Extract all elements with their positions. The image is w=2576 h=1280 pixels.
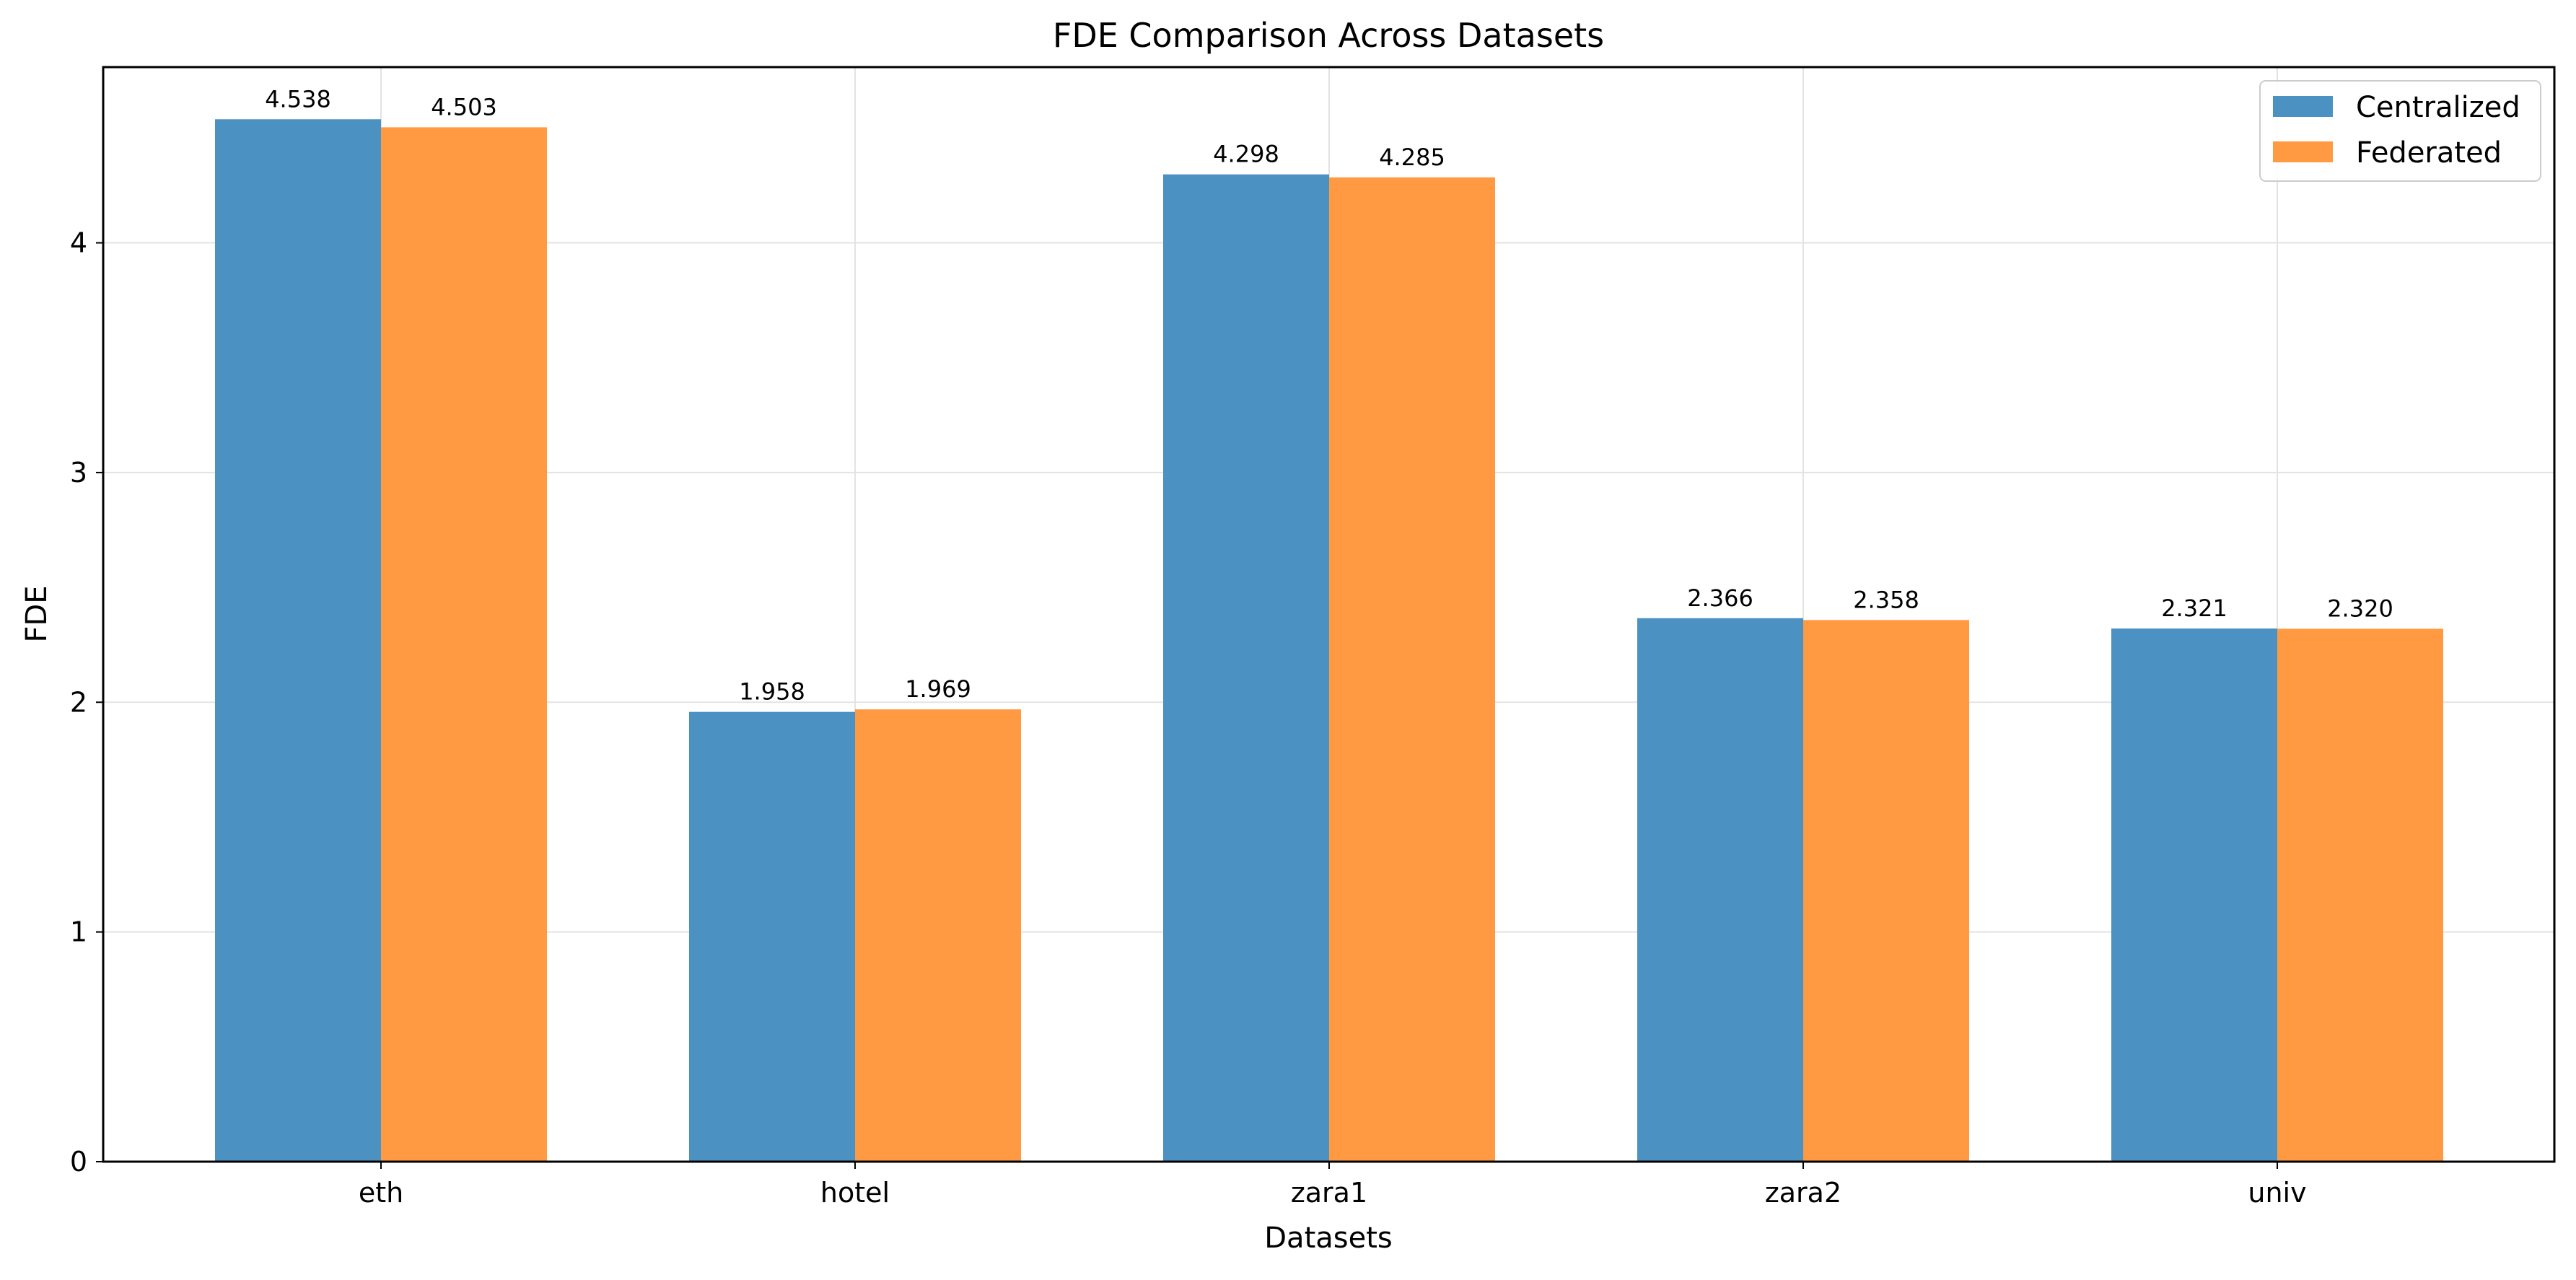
bars — [215, 119, 2443, 1162]
bar-federated — [1329, 177, 1495, 1162]
legend: Centralized Federated — [2259, 80, 2541, 182]
legend-label-federated: Federated — [2356, 136, 2502, 170]
y-tick-label: 0 — [70, 1146, 87, 1178]
y-tick-label: 4 — [70, 227, 87, 259]
data-label-centralized: 1.958 — [739, 678, 805, 706]
data-label-centralized: 4.538 — [265, 85, 331, 113]
bar-centralized — [1163, 174, 1329, 1162]
axis-ticks: 0 1 2 3 4 eth hotel zara1 zara2 univ — [70, 227, 2307, 1209]
x-tick-label: eth — [359, 1177, 403, 1209]
data-label-centralized: 4.298 — [1213, 141, 1279, 168]
x-tick-label: zara2 — [1765, 1177, 1841, 1209]
bar-centralized — [689, 711, 855, 1162]
bar-federated — [1803, 620, 1969, 1162]
data-label-federated: 4.285 — [1379, 144, 1445, 171]
x-tick-label: hotel — [820, 1177, 890, 1209]
data-label-federated: 2.320 — [2327, 595, 2393, 622]
y-tick-label: 3 — [70, 457, 87, 488]
bar-federated — [855, 709, 1021, 1162]
legend-swatch-federated — [2273, 141, 2333, 162]
y-tick-label: 2 — [70, 686, 87, 718]
x-tick-label: univ — [2248, 1177, 2306, 1209]
bar-centralized — [215, 119, 381, 1162]
y-tick-label: 1 — [70, 916, 87, 948]
data-label-federated: 4.503 — [431, 93, 497, 120]
legend-swatch-centralized — [2273, 96, 2333, 117]
data-label-federated: 1.969 — [905, 675, 971, 703]
data-label-centralized: 2.366 — [1687, 584, 1753, 612]
x-axis-label: Datasets — [1264, 1222, 1392, 1255]
legend-label-centralized: Centralized — [2356, 91, 2520, 124]
data-label-federated: 2.358 — [1853, 586, 1919, 613]
x-tick-label: zara1 — [1291, 1177, 1367, 1209]
data-label-centralized: 2.321 — [2161, 595, 2227, 622]
chart-title: FDE Comparison Across Datasets — [1053, 16, 1604, 55]
bar-centralized — [2111, 628, 2277, 1162]
bar-centralized — [1637, 618, 1803, 1162]
data-labels: 4.538 1.958 4.298 2.366 2.321 4.503 1.969 4.285… — [265, 85, 2393, 705]
bar-federated — [2277, 628, 2443, 1162]
bar-federated — [381, 127, 547, 1162]
y-axis-label: FDE — [20, 585, 53, 642]
